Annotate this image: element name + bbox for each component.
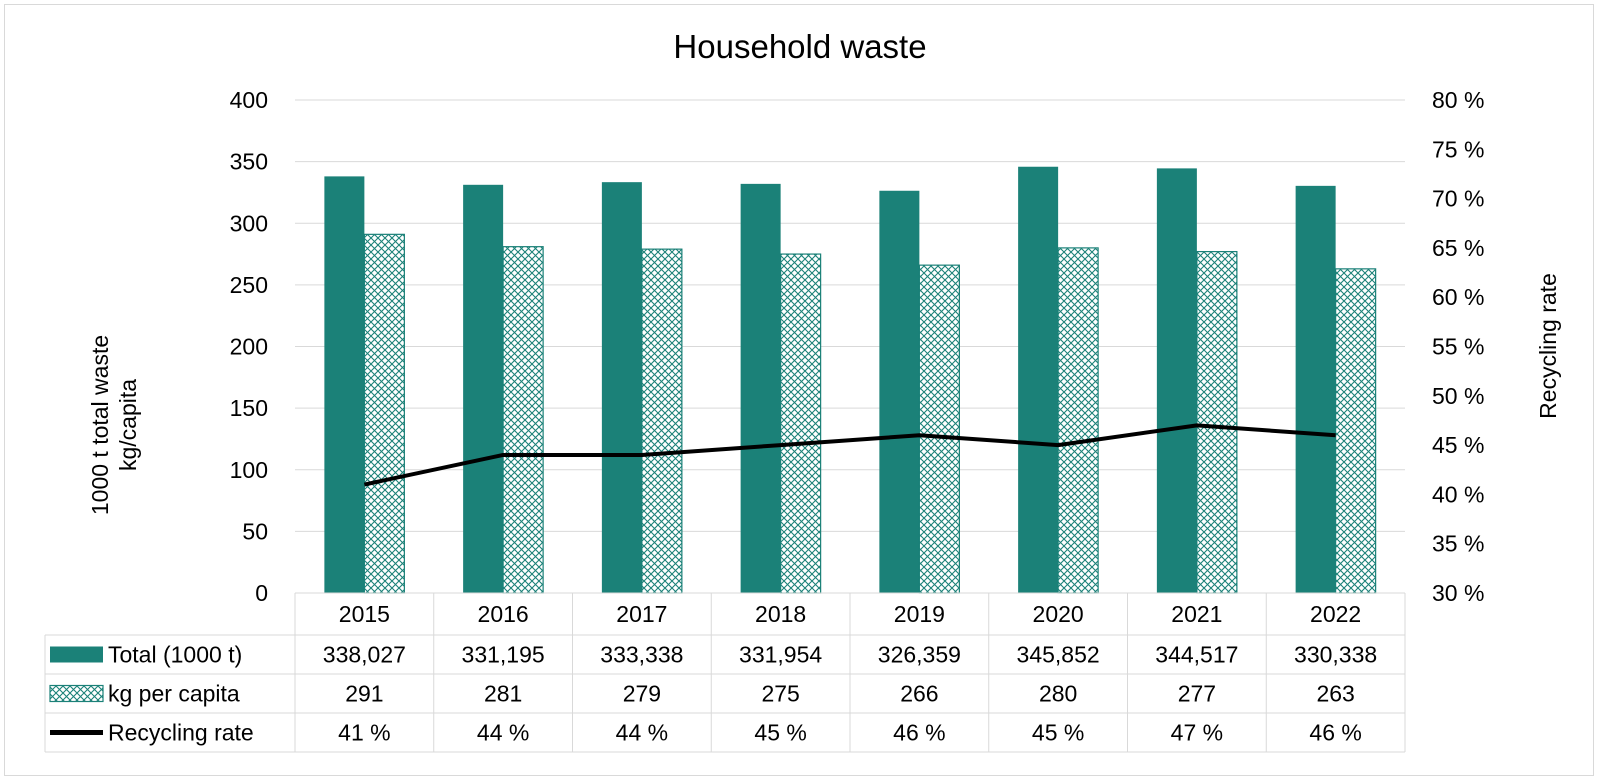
- total-bar: [879, 190, 920, 594]
- table-cell-value: 280: [1039, 681, 1077, 707]
- table-cell-value: 291: [345, 681, 383, 707]
- left-axis-label-line2: kg/capita: [115, 379, 141, 471]
- per-capita-bar: [1057, 247, 1099, 594]
- category-label: 2020: [1033, 601, 1084, 627]
- right-tick-label: 60 %: [1432, 284, 1484, 310]
- per-capita-bar: [780, 253, 822, 594]
- left-tick-label: 0: [255, 580, 268, 606]
- category-label: 2021: [1171, 601, 1222, 627]
- table-cell-value: 331,195: [462, 642, 545, 668]
- series-name: kg per capita: [108, 681, 240, 707]
- left-tick-label: 400: [230, 87, 268, 113]
- per-capita-bar: [918, 264, 960, 594]
- table-cell-value: 331,954: [739, 642, 822, 668]
- table-cell-value: 275: [761, 681, 799, 707]
- legend-key-hatched: [49, 684, 104, 703]
- right-axis-label: Recycling rate: [1535, 273, 1561, 419]
- total-bar: [601, 182, 642, 593]
- chart-frame: [4, 4, 1594, 776]
- series-name: Recycling rate: [108, 720, 254, 746]
- total-bar: [1295, 185, 1336, 594]
- per-capita-bar: [363, 233, 405, 594]
- left-axis-label-line1: 1000 t total waste: [87, 335, 113, 515]
- bar-marks: [324, 166, 1377, 594]
- left-tick-label: 350: [230, 149, 268, 175]
- recycling-rate-polyline: [363, 423, 1336, 487]
- right-tick-label: 75 %: [1432, 136, 1484, 162]
- table-cell-value: 44 %: [616, 720, 668, 746]
- per-capita-bar: [502, 246, 544, 594]
- table-cell-value: 45 %: [1032, 720, 1084, 746]
- table-cell-value: 45 %: [754, 720, 806, 746]
- right-tick-label: 80 %: [1432, 87, 1484, 113]
- per-capita-bar: [641, 248, 683, 594]
- left-axis-ticks: 0 50 100 150 200 250 300 350 400: [230, 87, 268, 606]
- right-tick-label: 55 %: [1432, 334, 1484, 360]
- total-bar: [1156, 168, 1197, 593]
- category-label: 2017: [616, 601, 667, 627]
- left-tick-label: 50: [242, 518, 268, 544]
- table-cell-value: 266: [900, 681, 938, 707]
- gridlines: [295, 99, 1405, 532]
- table-cell-value: 41 %: [338, 720, 390, 746]
- left-tick-label: 250: [230, 272, 268, 298]
- table-cell-value: 338,027: [323, 642, 406, 668]
- per-capita-bar: [1335, 268, 1377, 594]
- series-name: Total (1000 t): [108, 642, 242, 668]
- table-cell-value: 279: [623, 681, 661, 707]
- total-bar: [1018, 166, 1059, 593]
- right-tick-label: 30 %: [1432, 580, 1484, 606]
- category-label: 2016: [478, 601, 529, 627]
- table-cell-value: 333,338: [600, 642, 683, 668]
- table-cell-value: 47 %: [1171, 720, 1223, 746]
- table-cell-value: 46 %: [1309, 720, 1361, 746]
- right-tick-label: 70 %: [1432, 186, 1484, 212]
- per-capita-bar: [1196, 250, 1238, 594]
- table-cell-value: 344,517: [1155, 642, 1238, 668]
- left-tick-label: 100: [230, 457, 268, 483]
- right-tick-label: 35 %: [1432, 531, 1484, 557]
- total-bar: [324, 176, 365, 594]
- category-label: 2019: [894, 601, 945, 627]
- table-cell-value: 263: [1316, 681, 1354, 707]
- table-cell-value: 330,338: [1294, 642, 1377, 668]
- data-table: 2015 2016 2017 2018 2019 2020 2021 2022 Total (1…: [44, 592, 1406, 753]
- recycling-rate-line: [363, 423, 1336, 487]
- table-cell-value: 46 %: [893, 720, 945, 746]
- right-tick-label: 50 %: [1432, 383, 1484, 409]
- left-tick-label: 200: [230, 334, 268, 360]
- legend-key-solid: [50, 646, 103, 663]
- table-cell-value: 277: [1178, 681, 1216, 707]
- table-cell-value: 345,852: [1017, 642, 1100, 668]
- right-tick-label: 45 %: [1432, 432, 1484, 458]
- table-cell-value: 326,359: [878, 642, 961, 668]
- right-tick-label: 65 %: [1432, 235, 1484, 261]
- left-tick-label: 300: [230, 210, 268, 236]
- table-cell-value: 44 %: [477, 720, 529, 746]
- total-bar: [740, 183, 781, 593]
- right-axis-ticks: 30 % 35 % 40 % 45 % 50 % 55 % 60 % 65 % 70 % 75 %…: [1432, 87, 1484, 606]
- chart-title: Household waste: [673, 28, 926, 65]
- category-label: 2022: [1310, 601, 1361, 627]
- category-label: 2015: [339, 601, 390, 627]
- right-tick-label: 40 %: [1432, 481, 1484, 507]
- category-label: 2018: [755, 601, 806, 627]
- table-cell-value: 281: [484, 681, 522, 707]
- total-bar: [463, 184, 504, 593]
- left-tick-label: 150: [230, 395, 268, 421]
